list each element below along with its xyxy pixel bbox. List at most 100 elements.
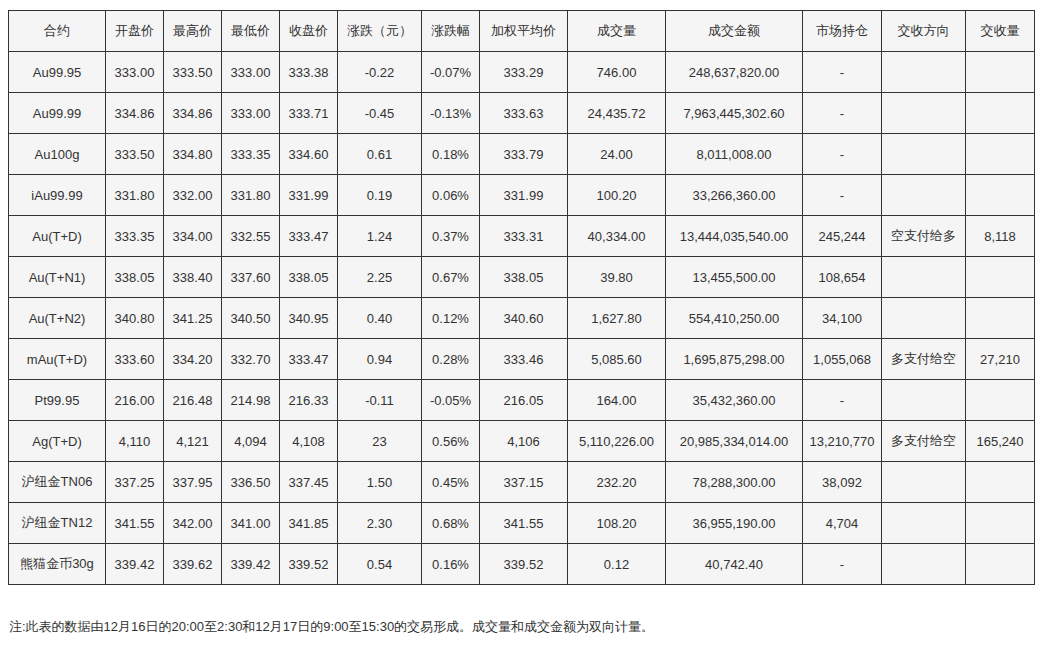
value-cell: 337.95: [164, 462, 222, 503]
value-cell: [882, 93, 966, 134]
value-cell: 333.31: [480, 216, 568, 257]
value-cell: 334.60: [280, 134, 338, 175]
value-cell: 0.94: [338, 339, 422, 380]
value-cell: -0.07%: [422, 52, 480, 93]
value-cell: 338.40: [164, 257, 222, 298]
value-cell: 5,085.60: [568, 339, 666, 380]
value-cell: [966, 298, 1035, 339]
value-cell: 4,121: [164, 421, 222, 462]
value-cell: [966, 257, 1035, 298]
value-cell: 0.54: [338, 544, 422, 585]
value-cell: [966, 134, 1035, 175]
value-cell: 216.33: [280, 380, 338, 421]
column-header: 涨跌幅: [422, 11, 480, 52]
value-cell: -0.45: [338, 93, 422, 134]
value-cell: 333.00: [222, 93, 280, 134]
value-cell: 333.50: [164, 52, 222, 93]
value-cell: -: [803, 175, 882, 216]
value-cell: 13,210,770: [803, 421, 882, 462]
value-cell: 340.80: [106, 298, 164, 339]
value-cell: 35,432,360.00: [666, 380, 803, 421]
value-cell: 333.29: [480, 52, 568, 93]
value-cell: 338.05: [106, 257, 164, 298]
value-cell: 333.79: [480, 134, 568, 175]
value-cell: 332.55: [222, 216, 280, 257]
table-row: Ag(T+D)4,1104,1214,0944,108230.56%4,1065…: [9, 421, 1035, 462]
value-cell: 空支付给多: [882, 216, 966, 257]
column-header: 收盘价: [280, 11, 338, 52]
table-row: Au100g333.50334.80333.35334.600.610.18%3…: [9, 134, 1035, 175]
value-cell: 338.05: [280, 257, 338, 298]
value-cell: 0.37%: [422, 216, 480, 257]
value-cell: 340.50: [222, 298, 280, 339]
value-cell: -: [803, 380, 882, 421]
value-cell: 342.00: [164, 503, 222, 544]
column-header: 市场持仓: [803, 11, 882, 52]
table-row: Au(T+D)333.35334.00332.55333.471.240.37%…: [9, 216, 1035, 257]
value-cell: 2.30: [338, 503, 422, 544]
value-cell: 0.40: [338, 298, 422, 339]
header-row: 合约开盘价最高价最低价收盘价涨跌（元）涨跌幅加权平均价成交量成交金额市场持仓交收…: [9, 11, 1035, 52]
contract-cell: Au(T+N2): [9, 298, 106, 339]
value-cell: 0.19: [338, 175, 422, 216]
column-header: 合约: [9, 11, 106, 52]
value-cell: 1,627.80: [568, 298, 666, 339]
value-cell: 164.00: [568, 380, 666, 421]
value-cell: 333.60: [106, 339, 164, 380]
value-cell: 0.12%: [422, 298, 480, 339]
value-cell: 334.00: [164, 216, 222, 257]
value-cell: 339.42: [222, 544, 280, 585]
value-cell: 0.67%: [422, 257, 480, 298]
value-cell: 38,092: [803, 462, 882, 503]
column-header: 成交量: [568, 11, 666, 52]
table-row: 沪纽金TN06337.25337.95336.50337.451.500.45%…: [9, 462, 1035, 503]
value-cell: 5,110,226.00: [568, 421, 666, 462]
value-cell: 337.15: [480, 462, 568, 503]
contract-cell: Ag(T+D): [9, 421, 106, 462]
value-cell: [966, 503, 1035, 544]
value-cell: 333.47: [280, 216, 338, 257]
column-header: 交收方向: [882, 11, 966, 52]
contract-cell: 沪纽金TN12: [9, 503, 106, 544]
value-cell: 746.00: [568, 52, 666, 93]
value-cell: 8,118: [966, 216, 1035, 257]
value-cell: 13,455,500.00: [666, 257, 803, 298]
value-cell: 100.20: [568, 175, 666, 216]
value-cell: 331.80: [106, 175, 164, 216]
table-row: Au(T+N2)340.80341.25340.50340.950.400.12…: [9, 298, 1035, 339]
value-cell: 232.20: [568, 462, 666, 503]
contract-cell: 沪纽金TN06: [9, 462, 106, 503]
value-cell: 8,011,008.00: [666, 134, 803, 175]
value-cell: [966, 175, 1035, 216]
value-cell: 4,094: [222, 421, 280, 462]
value-cell: 0.16%: [422, 544, 480, 585]
contract-cell: mAu(T+D): [9, 339, 106, 380]
value-cell: 39.80: [568, 257, 666, 298]
value-cell: -: [803, 544, 882, 585]
value-cell: 108.20: [568, 503, 666, 544]
value-cell: 332.00: [164, 175, 222, 216]
value-cell: [966, 93, 1035, 134]
value-cell: 337.45: [280, 462, 338, 503]
value-cell: 341.85: [280, 503, 338, 544]
value-cell: 多支付给空: [882, 421, 966, 462]
value-cell: 248,637,820.00: [666, 52, 803, 93]
column-header: 交收量: [966, 11, 1035, 52]
value-cell: 0.12: [568, 544, 666, 585]
contract-cell: iAu99.99: [9, 175, 106, 216]
value-cell: 334.80: [164, 134, 222, 175]
value-cell: 0.56%: [422, 421, 480, 462]
value-cell: 4,108: [280, 421, 338, 462]
value-cell: 78,288,300.00: [666, 462, 803, 503]
value-cell: [882, 462, 966, 503]
value-cell: 341.55: [480, 503, 568, 544]
value-cell: 341.25: [164, 298, 222, 339]
column-header: 开盘价: [106, 11, 164, 52]
value-cell: 0.45%: [422, 462, 480, 503]
value-cell: 4,704: [803, 503, 882, 544]
value-cell: 214.98: [222, 380, 280, 421]
value-cell: 0.06%: [422, 175, 480, 216]
value-cell: 40,742.40: [666, 544, 803, 585]
value-cell: [882, 52, 966, 93]
value-cell: 1,055,068: [803, 339, 882, 380]
